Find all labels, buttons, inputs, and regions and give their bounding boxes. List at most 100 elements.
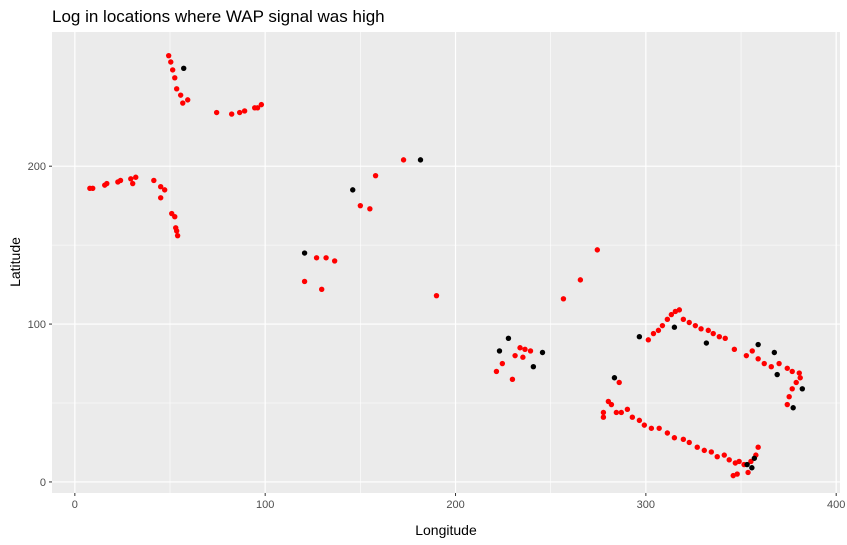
point (168, 59, 174, 65)
point (172, 214, 178, 220)
plot-panel (52, 32, 840, 493)
point (784, 401, 790, 408)
point (749, 465, 755, 471)
point (734, 471, 740, 477)
point (745, 469, 751, 476)
point (671, 435, 678, 441)
point (784, 365, 790, 371)
point (793, 379, 799, 386)
point (616, 379, 622, 386)
point (319, 286, 325, 293)
point (650, 330, 657, 337)
point (522, 346, 528, 353)
point (173, 86, 180, 92)
point (130, 180, 136, 187)
point (181, 65, 187, 72)
point (749, 348, 755, 354)
point (768, 363, 774, 370)
point (499, 360, 506, 367)
point (698, 326, 704, 332)
point (641, 422, 648, 428)
point (686, 439, 692, 446)
point (367, 206, 373, 212)
x-tick-label: 100 (256, 499, 274, 511)
point (748, 458, 754, 465)
point (177, 92, 184, 98)
point (301, 250, 308, 256)
point (173, 228, 180, 234)
point (611, 375, 618, 381)
point (493, 368, 500, 375)
point (618, 409, 625, 416)
point (172, 75, 178, 81)
x-tick-label: 400 (827, 499, 845, 511)
point (236, 109, 243, 116)
point (174, 232, 181, 239)
point (505, 335, 512, 341)
x-tick-label: 0 (72, 499, 78, 511)
point (774, 371, 780, 378)
point (161, 187, 168, 193)
point (648, 425, 655, 431)
point (577, 277, 584, 283)
point (313, 255, 320, 261)
point (716, 334, 723, 340)
point (664, 316, 671, 323)
point (694, 444, 700, 450)
point (755, 444, 761, 450)
point (252, 105, 258, 111)
point (301, 278, 308, 285)
point (755, 356, 761, 362)
point (743, 352, 750, 359)
point (776, 360, 782, 367)
point (165, 52, 172, 59)
point (157, 184, 164, 190)
point (331, 258, 338, 264)
point (676, 307, 683, 313)
point (771, 349, 778, 356)
y-axis-title: Latitude (7, 237, 23, 287)
point (731, 346, 738, 353)
point (736, 458, 742, 465)
point (664, 430, 671, 436)
point (655, 327, 662, 334)
point (520, 354, 526, 360)
y-tick-label: 100 (28, 319, 46, 331)
point (350, 187, 356, 193)
y-tick-label: 0 (40, 477, 46, 489)
point (636, 417, 643, 424)
point (417, 157, 424, 163)
point (726, 457, 732, 463)
point (761, 360, 767, 367)
point (104, 180, 110, 187)
point (680, 316, 687, 323)
point (624, 406, 631, 413)
point (157, 195, 164, 201)
point (629, 414, 636, 420)
point (710, 330, 716, 337)
point (517, 345, 523, 351)
point (594, 247, 601, 253)
point (714, 453, 720, 460)
point (701, 447, 707, 454)
point (560, 296, 567, 302)
x-tick-label: 300 (637, 499, 655, 511)
point (600, 414, 607, 420)
point (645, 337, 652, 343)
point (692, 322, 699, 329)
point (656, 425, 662, 431)
x-tick-label: 200 (446, 499, 464, 511)
point (613, 409, 620, 416)
point (527, 348, 534, 354)
point (133, 174, 139, 180)
point (722, 335, 728, 341)
point (686, 319, 692, 326)
point (789, 386, 795, 392)
point (372, 172, 379, 179)
point (636, 334, 643, 340)
point (117, 177, 124, 184)
chart-title: Log in locations where WAP signal was hi… (52, 7, 385, 26)
point (755, 341, 761, 348)
